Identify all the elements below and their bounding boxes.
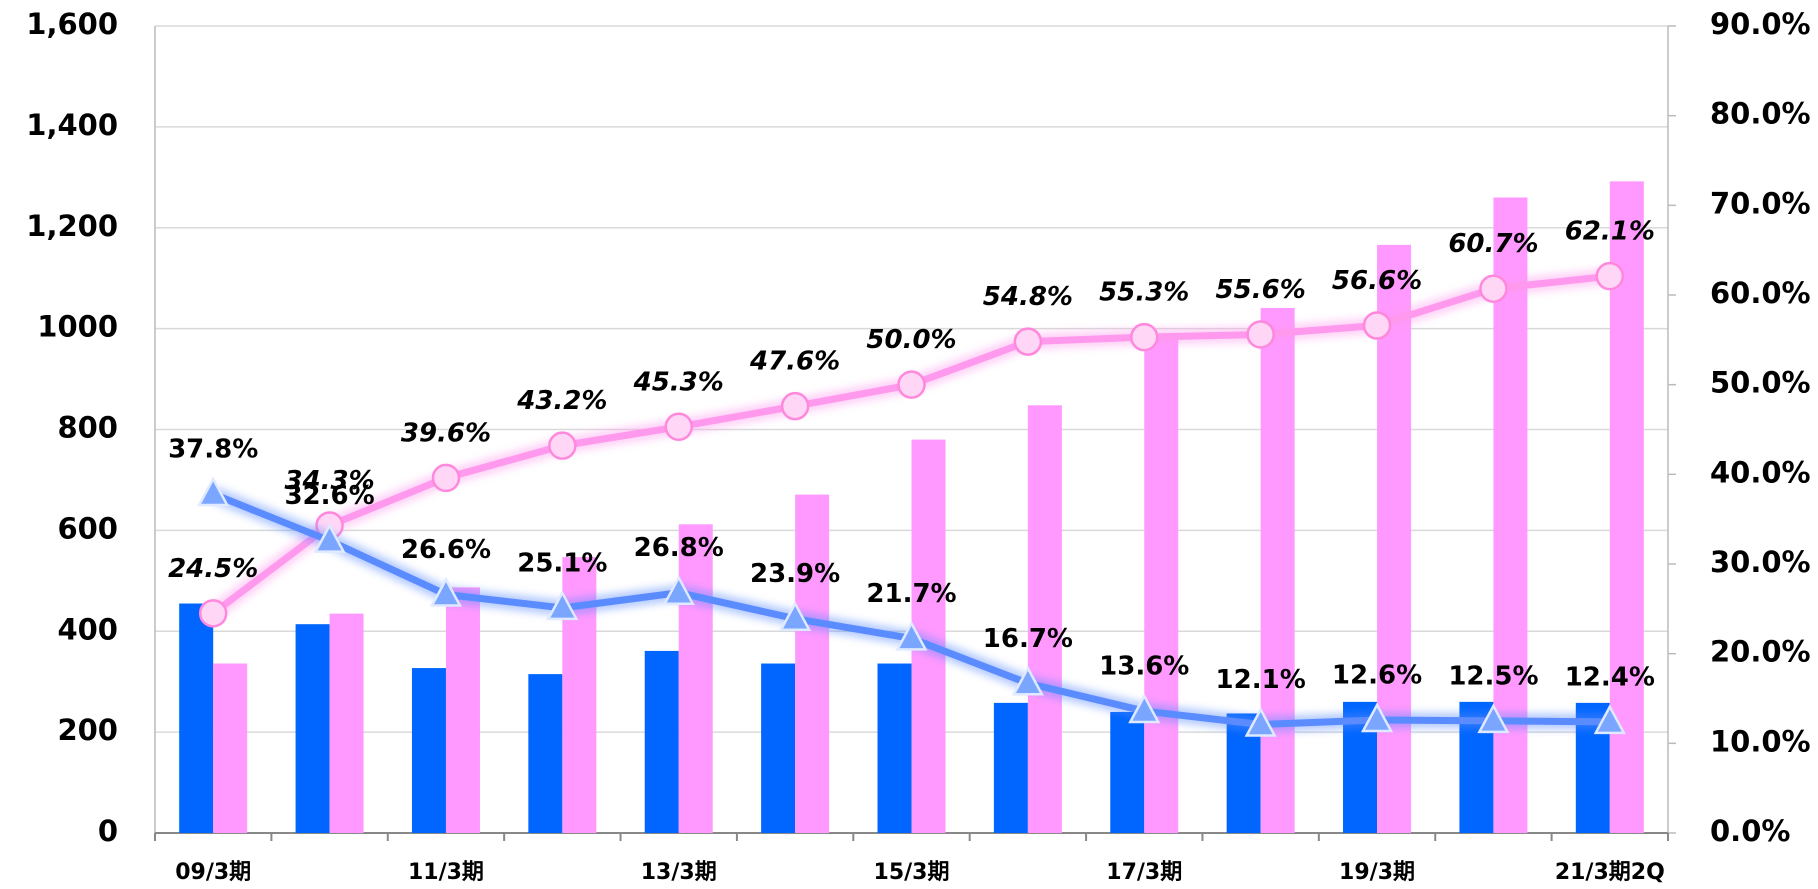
y2-tick-label: 30.0% xyxy=(1710,545,1811,579)
data-label: 60.7% xyxy=(1448,229,1538,259)
data-label: 47.6% xyxy=(749,347,840,377)
line-marker xyxy=(1013,327,1043,356)
line-marker xyxy=(662,575,695,605)
data-label: 12.5% xyxy=(1448,661,1538,691)
y2-tick-label: 70.0% xyxy=(1710,186,1811,220)
bar xyxy=(1110,711,1145,833)
y-tick-label: 0 xyxy=(98,814,118,848)
bar xyxy=(445,587,480,833)
line-marker xyxy=(431,463,461,493)
data-label: 32.6% xyxy=(284,481,374,511)
bar xyxy=(179,603,214,833)
data-label: 12.4% xyxy=(1565,662,1655,692)
line-marker xyxy=(1246,320,1275,349)
y-tick-label: 400 xyxy=(57,612,118,646)
line-marker xyxy=(897,370,926,399)
bar xyxy=(295,624,330,833)
bar xyxy=(795,494,830,833)
x-tick-label: 15/3期 xyxy=(874,860,950,885)
data-label: 26.8% xyxy=(634,533,724,563)
line-marker xyxy=(198,599,228,628)
y2-tick-label: 50.0% xyxy=(1710,366,1811,400)
bar xyxy=(329,613,364,833)
data-label: 13.6% xyxy=(1099,652,1189,682)
data-label: 45.3% xyxy=(633,367,724,397)
y2-tick-label: 80.0% xyxy=(1710,97,1811,131)
x-tick-label: 13/3期 xyxy=(641,860,717,885)
data-label: 39.6% xyxy=(401,418,491,448)
line-marker xyxy=(1128,693,1161,724)
y2-tick-label: 40.0% xyxy=(1710,455,1811,489)
data-label: 12.6% xyxy=(1332,661,1422,691)
bar xyxy=(644,650,679,833)
bar xyxy=(1377,244,1412,833)
data-label: 55.3% xyxy=(1099,278,1189,308)
line-marker xyxy=(780,391,810,421)
bar xyxy=(411,668,446,833)
y2-tick-label: 90.0% xyxy=(1710,7,1811,41)
bar xyxy=(761,663,796,833)
bar xyxy=(528,674,563,833)
data-label: 43.2% xyxy=(516,386,607,416)
data-label: 23.9% xyxy=(750,559,840,589)
bar xyxy=(1027,405,1062,833)
x-tick-label: 19/3期 xyxy=(1339,860,1415,885)
data-label: 12.1% xyxy=(1216,665,1306,695)
line-marker xyxy=(779,601,812,631)
data-label: 16.7% xyxy=(983,624,1073,654)
bar xyxy=(993,702,1028,833)
data-label: 24.5% xyxy=(168,554,258,584)
y2-tick-label: 10.0% xyxy=(1710,724,1811,758)
line-marker xyxy=(197,476,230,507)
data-label: 21.7% xyxy=(866,579,956,609)
y-tick-label: 800 xyxy=(57,411,118,445)
bar xyxy=(1260,307,1295,833)
x-tick-label: 11/3期 xyxy=(408,860,484,885)
line-marker xyxy=(1130,322,1159,352)
y2-tick-label: 0.0% xyxy=(1710,814,1790,848)
y-tick-label: 1,600 xyxy=(26,7,118,41)
y-tick-label: 600 xyxy=(57,511,118,545)
y-tick-label: 200 xyxy=(57,713,118,747)
x-tick-label: 21/3期2Q xyxy=(1555,860,1665,885)
y-tick-label: 1,400 xyxy=(26,108,118,142)
bar xyxy=(1144,336,1179,833)
line-marker xyxy=(664,412,693,442)
line-marker xyxy=(548,431,577,460)
line-marker xyxy=(1595,261,1625,291)
y-tick-label: 1000 xyxy=(37,310,118,344)
bar xyxy=(678,524,713,833)
data-label: 37.8% xyxy=(168,435,258,465)
data-label: 50.0% xyxy=(866,325,956,355)
line-marker xyxy=(1011,665,1044,696)
line-marker xyxy=(1362,311,1392,340)
line-marker xyxy=(429,576,463,607)
data-label: 26.6% xyxy=(401,535,491,565)
line-marker xyxy=(1477,703,1510,734)
x-tick-label: 17/3期 xyxy=(1106,860,1182,885)
y-tick-label: 1,200 xyxy=(26,209,118,243)
line-marker xyxy=(1593,704,1626,735)
data-label: 54.8% xyxy=(983,282,1073,312)
data-label: 25.1% xyxy=(517,548,607,578)
line-marker xyxy=(1244,706,1277,737)
line-marker xyxy=(546,590,579,621)
data-label: 56.6% xyxy=(1332,266,1422,296)
y2-tick-label: 60.0% xyxy=(1710,276,1811,310)
line-marker xyxy=(895,620,928,651)
data-label: 55.6% xyxy=(1216,275,1306,305)
y2-tick-label: 20.0% xyxy=(1710,635,1811,669)
x-tick-label: 09/3期 xyxy=(175,860,251,885)
data-label: 34.3% xyxy=(284,466,374,496)
line-marker xyxy=(313,523,346,553)
line-marker xyxy=(1479,274,1508,303)
bar xyxy=(877,663,912,833)
bar xyxy=(213,663,248,833)
line-marker xyxy=(1360,702,1394,733)
data-label: 62.1% xyxy=(1565,217,1655,247)
